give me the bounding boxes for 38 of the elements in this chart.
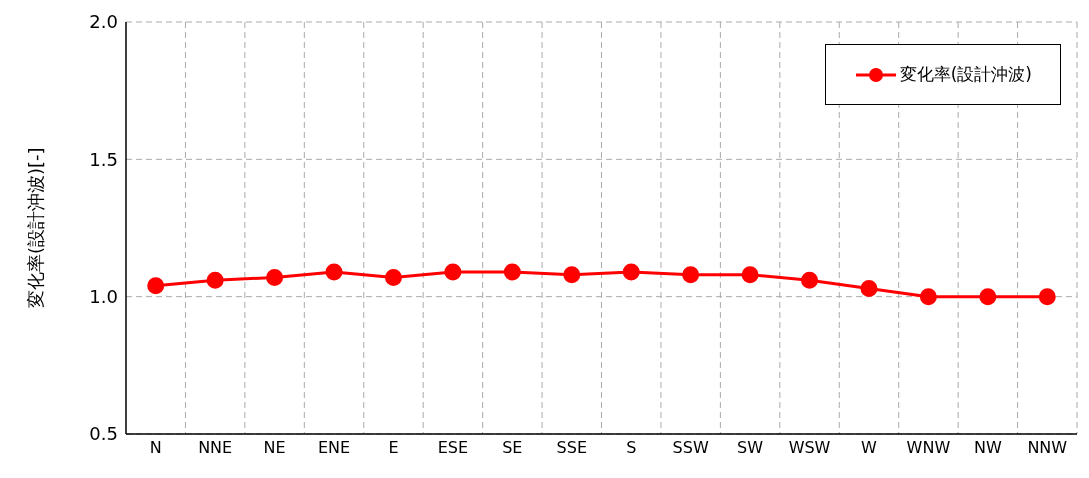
x-tick-label: SW xyxy=(737,438,764,458)
x-tick-label: SSE xyxy=(556,438,587,458)
point xyxy=(206,271,224,289)
x-tick-label: SE xyxy=(502,438,523,458)
y-tick-label: 2.0 xyxy=(89,11,118,33)
x-tick-label: NW xyxy=(973,438,1002,458)
point xyxy=(622,263,640,281)
point xyxy=(503,263,521,281)
legend-label: 変化率(設計沖波) xyxy=(899,63,1032,86)
x-tick-label: WSW xyxy=(788,438,831,458)
point xyxy=(979,288,997,306)
y-tick-label: 1.5 xyxy=(89,148,118,170)
point xyxy=(860,279,878,297)
point xyxy=(1038,288,1056,306)
x-tick-label: N xyxy=(149,438,162,458)
x-tick-label: NNE xyxy=(198,438,233,458)
x-tick-label: NNW xyxy=(1027,438,1068,458)
point xyxy=(801,271,819,289)
point xyxy=(325,263,343,281)
x-tick-label: W xyxy=(861,438,878,458)
x-tick-label: WNW xyxy=(906,438,951,458)
x-tick-label: ESE xyxy=(437,438,469,458)
point xyxy=(741,266,759,284)
x-tick-label: ENE xyxy=(317,438,351,458)
point xyxy=(444,263,462,281)
y-tick-label: 1.0 xyxy=(89,286,118,308)
x-tick-label: S xyxy=(626,438,637,458)
point xyxy=(563,266,581,284)
x-tick-label: SSW xyxy=(672,438,709,458)
y-tick-label: 0.5 xyxy=(89,423,118,445)
x-tick-label: NE xyxy=(263,438,286,458)
point xyxy=(266,268,284,286)
point xyxy=(682,266,700,284)
y-axis-title: 変化率(設計沖波)[-] xyxy=(25,147,47,308)
point xyxy=(384,268,402,286)
point xyxy=(919,288,937,306)
x-tick-label: E xyxy=(388,438,399,458)
point xyxy=(147,277,165,295)
